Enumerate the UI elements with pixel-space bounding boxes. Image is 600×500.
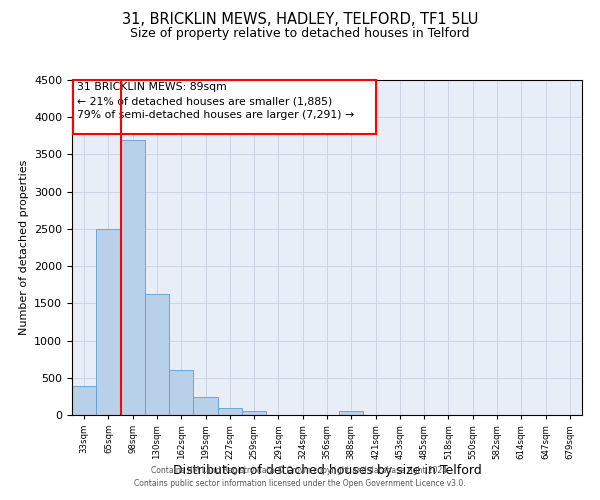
- Text: ← 21% of detached houses are smaller (1,885): ← 21% of detached houses are smaller (1,…: [77, 96, 332, 106]
- Text: 31, BRICKLIN MEWS, HADLEY, TELFORD, TF1 5LU: 31, BRICKLIN MEWS, HADLEY, TELFORD, TF1 …: [122, 12, 478, 28]
- Y-axis label: Number of detached properties: Number of detached properties: [19, 160, 29, 335]
- Text: 31 BRICKLIN MEWS: 89sqm: 31 BRICKLIN MEWS: 89sqm: [77, 82, 227, 92]
- Text: Size of property relative to detached houses in Telford: Size of property relative to detached ho…: [130, 28, 470, 40]
- Bar: [72, 386, 96, 415]
- Bar: [145, 294, 169, 415]
- Bar: [218, 408, 242, 415]
- X-axis label: Distribution of detached houses by size in Telford: Distribution of detached houses by size …: [173, 464, 481, 477]
- Text: 79% of semi-detached houses are larger (7,291) →: 79% of semi-detached houses are larger (…: [77, 110, 354, 120]
- Text: Contains HM Land Registry data © Crown copyright and database right 2024.
Contai: Contains HM Land Registry data © Crown c…: [134, 466, 466, 487]
- Bar: [169, 370, 193, 415]
- Bar: [242, 410, 266, 415]
- Bar: [121, 140, 145, 415]
- Bar: [96, 229, 121, 415]
- Bar: [193, 397, 218, 415]
- Bar: [339, 412, 364, 415]
- FancyBboxPatch shape: [73, 80, 376, 134]
